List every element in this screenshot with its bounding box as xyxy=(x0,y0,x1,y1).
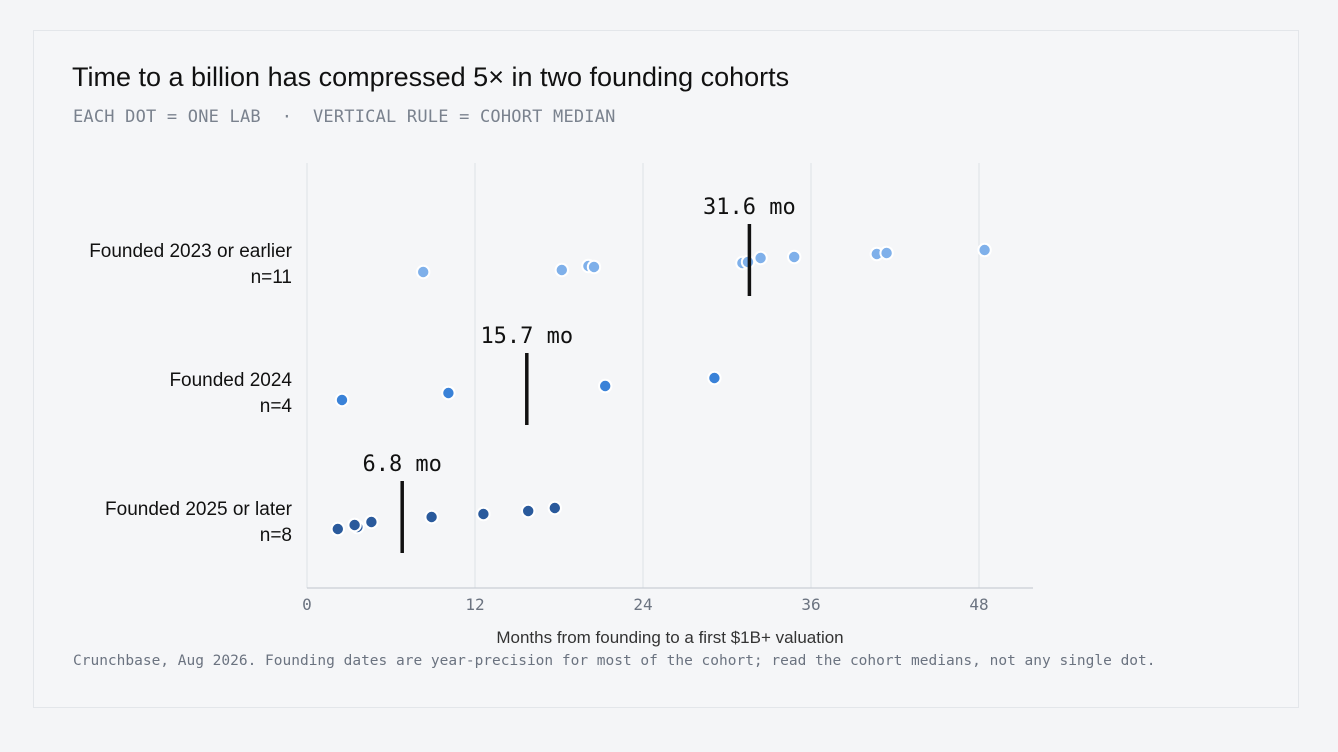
x-axis-label: Months from founding to a first $1B+ val… xyxy=(496,628,844,647)
x-tick-label-24: 24 xyxy=(633,595,652,614)
data-point xyxy=(787,249,802,265)
data-point xyxy=(521,503,536,519)
chart-subtitle: EACH DOT = ONE LAB · VERTICAL RULE = COH… xyxy=(73,107,616,127)
data-point xyxy=(707,370,722,386)
median-label-2: 6.8 mo xyxy=(362,452,441,477)
data-point xyxy=(547,500,562,516)
median-label-0: 31.6 mo xyxy=(703,195,796,220)
data-point xyxy=(347,517,362,533)
data-point xyxy=(586,259,602,275)
data-point xyxy=(879,245,894,261)
data-point xyxy=(416,264,431,280)
data-point xyxy=(554,262,569,278)
data-point xyxy=(441,385,456,401)
row-label-2025-count: n=8 xyxy=(259,525,292,546)
data-point xyxy=(364,514,379,530)
x-tick-label-48: 48 xyxy=(969,595,988,614)
row-label-2025-name: Founded 2025 or later xyxy=(105,499,292,520)
data-point xyxy=(330,521,345,537)
source-footnote: Crunchbase, Aug 2026. Founding dates are… xyxy=(73,653,1156,669)
row-label-2023-name: Founded 2023 or earlier xyxy=(89,241,292,262)
data-point xyxy=(598,378,613,394)
row-label-2023-count: n=11 xyxy=(250,267,292,288)
chart-card xyxy=(33,30,1299,708)
row-label-2024-count: n=4 xyxy=(259,396,292,417)
data-point xyxy=(334,392,350,408)
data-point xyxy=(977,242,992,258)
row-label-2023: Founded 2023 or earlier n=11 xyxy=(89,239,292,291)
row-label-2025: Founded 2025 or later n=8 xyxy=(105,497,292,549)
x-tick-label-0: 0 xyxy=(302,595,312,614)
data-point xyxy=(476,506,491,522)
data-point xyxy=(753,250,768,266)
x-tick-label-36: 36 xyxy=(801,595,820,614)
row-label-2024-name: Founded 2024 xyxy=(169,370,292,391)
median-label-1: 15.7 mo xyxy=(480,324,573,349)
row-label-2024: Founded 2024 n=4 xyxy=(169,368,292,420)
chart-title: Time to a billion has compressed 5× in t… xyxy=(72,62,790,92)
x-tick-label-12: 12 xyxy=(465,595,484,614)
data-point xyxy=(424,509,439,525)
